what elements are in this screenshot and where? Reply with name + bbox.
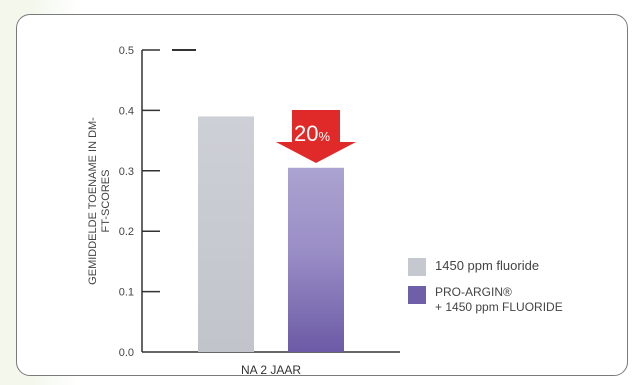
y-tick-label: 0.0 — [119, 347, 134, 359]
legend-swatch — [408, 286, 426, 304]
y-tick-label: 0.4 — [119, 105, 134, 117]
down-arrow-icon — [276, 110, 356, 163]
bar-1 — [198, 116, 254, 352]
legend-swatch — [408, 258, 426, 276]
legend-label: PRO-ARGIN® + 1450 ppm FLUORIDE — [435, 285, 563, 314]
y-tick-label: 0.1 — [119, 287, 134, 299]
legend-item-2: PRO-ARGIN® + 1450 ppm FLUORIDE — [408, 285, 618, 315]
y-tick-label: 0.3 — [119, 166, 134, 178]
y-axis-label: GEMIDDELDE TOENAME IN DM-FT-SCORES — [87, 117, 112, 285]
legend: 1450 ppm fluoride PRO-ARGIN® + 1450 ppm F… — [408, 258, 618, 325]
legend-item-1: 1450 ppm fluoride — [408, 258, 618, 276]
x-category-label: NA 2 JAAR — [241, 363, 301, 377]
bar-2 — [288, 167, 344, 352]
legend-label: 1450 ppm fluoride — [435, 258, 540, 273]
y-tick-label: 0.2 — [119, 226, 134, 238]
y-tick-label: 0.5 — [119, 45, 134, 57]
